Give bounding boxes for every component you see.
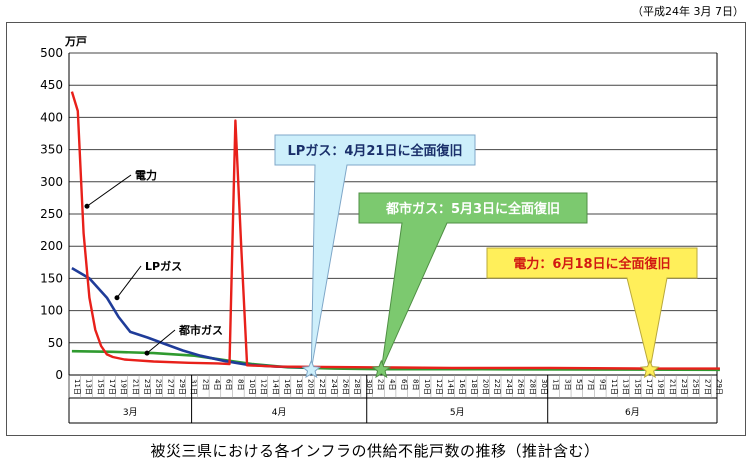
x-tick-label: 21日 — [131, 379, 139, 395]
month-label: 4月 — [272, 407, 287, 418]
x-tick-label: 11日 — [610, 379, 618, 395]
series-line — [70, 91, 720, 370]
month-label: 5月 — [450, 407, 465, 418]
x-tick-label: 2日 — [201, 379, 209, 390]
series-lines — [70, 91, 720, 372]
callout-balloon — [274, 134, 476, 370]
y-tick-label: 0 — [55, 368, 63, 382]
x-tick-label: 27日 — [166, 379, 174, 395]
x-tick-label: 10日 — [248, 379, 256, 395]
callout-balloon — [358, 192, 588, 371]
callout-text: 都市ガス：5月3日に全面復旧 — [385, 201, 560, 217]
x-tick-label: 24日 — [505, 379, 513, 395]
x-tick-label: 20日 — [306, 379, 314, 395]
x-tick-label: 23日 — [143, 379, 151, 395]
x-tick-label: 29日 — [178, 379, 186, 395]
x-tick-label: 28日 — [528, 379, 536, 395]
x-tick-label: 20日 — [482, 379, 490, 395]
x-tick-label: 15日 — [633, 379, 641, 395]
series-label: 都市ガス — [178, 323, 223, 337]
series-pointer — [86, 174, 132, 207]
series-pointer — [146, 329, 176, 354]
x-tick-label: 22日 — [493, 379, 501, 395]
series-pointer — [116, 265, 142, 299]
x-tick-label: 4日 — [388, 379, 396, 390]
x-tick-label: 14日 — [447, 379, 455, 395]
x-tick-label: 17日 — [645, 379, 653, 395]
x-tick-label: 4日 — [213, 379, 221, 390]
x-tick-label: 30日 — [540, 379, 548, 395]
x-tick-label: 14日 — [271, 379, 279, 395]
y-tick-label: 450 — [40, 78, 63, 92]
recovery-star — [301, 359, 322, 379]
x-tick-label: 8日 — [236, 379, 244, 390]
series-label: LPガス — [145, 259, 182, 273]
x-tick-label: 11日 — [73, 379, 81, 395]
x-tick-label: 26日 — [517, 379, 525, 395]
y-tick-label: 250 — [40, 207, 63, 221]
y-tick-label: 350 — [40, 143, 63, 157]
x-tick-label: 29日 — [715, 379, 723, 395]
x-tick-label: 18日 — [295, 379, 303, 395]
chart-frame: 0 50 100 150 200 250 300 350 400 450 500 11日 13日 15日 1… — [6, 22, 746, 436]
x-tick-label: 9日 — [598, 379, 606, 390]
x-tick-label: 2日 — [376, 379, 384, 390]
series-pointer-dot — [114, 295, 120, 301]
x-tick-label: 25日 — [692, 379, 700, 395]
x-tick-label: 22日 — [318, 379, 326, 395]
x-tick-label: 19日 — [120, 379, 128, 395]
x-tick-label: 27日 — [703, 379, 711, 395]
y-tick-label: 300 — [40, 175, 63, 189]
x-tick-label: 30日 — [365, 379, 373, 395]
y-tick-label: 50 — [48, 336, 63, 350]
y-tick-label: 100 — [40, 304, 63, 318]
recovery-star — [371, 359, 392, 379]
x-tick-label: 17日 — [108, 379, 116, 395]
series-label: 電力 — [135, 168, 157, 182]
x-tick-label: 5日 — [575, 379, 583, 390]
x-tick-label: 3日 — [563, 379, 571, 390]
x-tick-label: 13日 — [85, 379, 93, 395]
x-tick-label: 16日 — [283, 379, 291, 395]
x-tick-label: 19日 — [657, 379, 665, 395]
x-tick-label: 21日 — [668, 379, 676, 395]
callout-text: LPガス：4月21日に全面復旧 — [288, 143, 463, 159]
x-tick-label: 8日 — [412, 379, 420, 390]
x-tick-label: 16日 — [458, 379, 466, 395]
callouts: LPガス：4月21日に全面復旧都市ガス：5月3日に全面復旧電力：6月18日に全面… — [274, 134, 698, 379]
x-tick-label: 25日 — [155, 379, 163, 395]
x-tick-label: 23日 — [680, 379, 688, 395]
x-tick-label: 26日 — [341, 379, 349, 395]
x-tick-label: 13日 — [622, 379, 630, 395]
x-tick-label: 6日 — [225, 379, 233, 390]
x-tick-label: 10日 — [423, 379, 431, 395]
y-tick-label: 150 — [40, 271, 63, 285]
callout-text: 電力：6月18日に全面復旧 — [513, 256, 670, 272]
month-label: 3月 — [123, 407, 138, 418]
chart-caption: 被災三県における各インフラの供給不能戸数の推移（推計含む） — [150, 442, 600, 460]
month-label: 6月 — [625, 407, 640, 418]
x-tick-label: 6日 — [400, 379, 408, 390]
x-tick-label: 15日 — [96, 379, 104, 395]
x-tick-label: 7日 — [587, 379, 595, 390]
date-note: （平成24年 3月 7日） — [632, 5, 744, 18]
y-axis-unit: 万戸 — [64, 35, 87, 48]
recovery-star — [640, 359, 660, 379]
x-tick-label: 12日 — [435, 379, 443, 395]
callout-balloon — [486, 247, 698, 370]
x-tick-label: 24日 — [330, 379, 338, 395]
x-tick-label: 18日 — [470, 379, 478, 395]
y-tick-label: 200 — [40, 239, 63, 253]
x-tick-label: 31日 — [190, 379, 198, 395]
y-tick-label: 400 — [40, 110, 63, 124]
x-tick-label: 12日 — [260, 379, 268, 395]
series-pointer-dot — [84, 203, 90, 209]
x-tick-label: 1日 — [552, 379, 560, 390]
series-pointer-dot — [144, 350, 150, 356]
y-tick-label: 500 — [40, 46, 63, 60]
x-tick-label: 28日 — [353, 379, 361, 395]
